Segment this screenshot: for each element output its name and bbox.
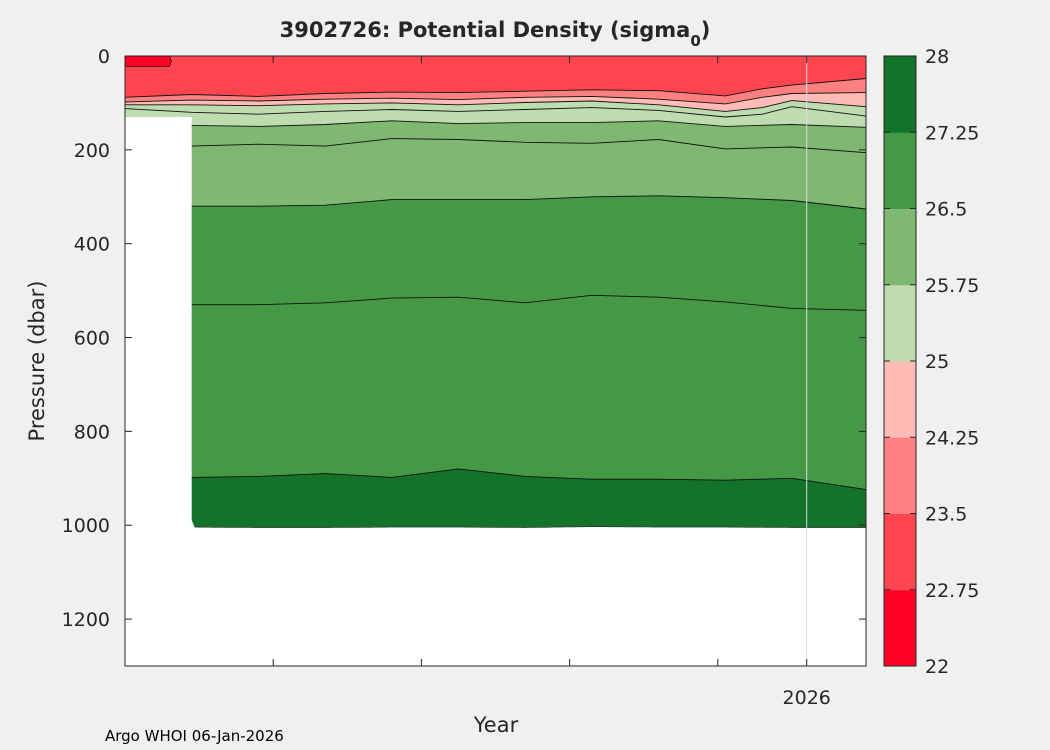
y-tick-label: 1000 xyxy=(62,515,110,537)
contour-line-23.5 xyxy=(124,78,867,98)
density-band-0 xyxy=(125,56,866,98)
density-band-5 xyxy=(125,195,866,490)
contour-line-25.75 xyxy=(124,106,867,118)
colorbar-tick-label: 25.75 xyxy=(925,275,979,297)
contour-line-26.5 xyxy=(191,120,867,128)
y-tick-label: 400 xyxy=(74,234,110,256)
y-tick-label: 800 xyxy=(74,421,110,443)
contour-line-25 xyxy=(125,100,867,112)
contour-line-27.25b xyxy=(191,195,867,210)
colorbar-tick-label: 26.5 xyxy=(925,199,967,221)
colorbar-tick-label: 27.25 xyxy=(925,122,979,144)
y-tick-label: 1200 xyxy=(62,609,110,631)
x-tick-label: 2026 xyxy=(783,687,831,709)
plot-content xyxy=(124,55,867,666)
density-band-6 xyxy=(125,117,866,528)
y-tick-label: 0 xyxy=(98,46,110,68)
x-axis-label: Year xyxy=(473,713,519,737)
footer-credit: Argo WHOI 06-Jan-2026 xyxy=(105,727,284,745)
colorbar-segment xyxy=(884,284,916,362)
colorbar-segment xyxy=(884,437,916,514)
contour-line-27.25a xyxy=(191,138,867,154)
colorbar-tick-label: 28 xyxy=(925,46,949,68)
colorbar: 22 22.75 23.5 24.25 25 25.75 26.5 27.25 28 xyxy=(883,46,979,678)
contour-line-27.25c xyxy=(191,294,867,311)
below-bottom-region xyxy=(125,117,866,666)
contour-line-28 xyxy=(191,468,867,491)
colorbar-tick-label: 22 xyxy=(925,656,949,678)
y-tick-label: 600 xyxy=(74,328,110,350)
colorbar-segment xyxy=(884,132,916,209)
colorbar-segment xyxy=(884,208,916,286)
chart-title: 3902726: Potential Density (sigma0) xyxy=(280,18,711,50)
plot-border xyxy=(124,55,867,667)
y-axis: 0 200 400 600 800 1000 1200 xyxy=(62,46,866,631)
colorbar-tick-label: 24.25 xyxy=(925,427,979,449)
x-axis: 2026 xyxy=(124,56,831,709)
colorbar-segment xyxy=(884,513,916,591)
density-band-4 xyxy=(125,120,866,209)
y-tick-label: 200 xyxy=(74,140,110,162)
contour-line-24.25 xyxy=(124,92,867,105)
colorbar-tick-label: 23.5 xyxy=(925,504,967,526)
colorbar-tick-label: 25 xyxy=(925,351,949,373)
colorbar-tick-label: 22.75 xyxy=(925,580,979,602)
surface-patch xyxy=(124,55,172,67)
y-axis-label: Pressure (dbar) xyxy=(25,281,49,442)
colorbar-segment xyxy=(884,361,916,438)
density-band-1 xyxy=(125,78,866,104)
colorbar-segment xyxy=(884,56,916,133)
colorbar-segment xyxy=(884,589,916,667)
bottom-edge xyxy=(194,526,866,528)
